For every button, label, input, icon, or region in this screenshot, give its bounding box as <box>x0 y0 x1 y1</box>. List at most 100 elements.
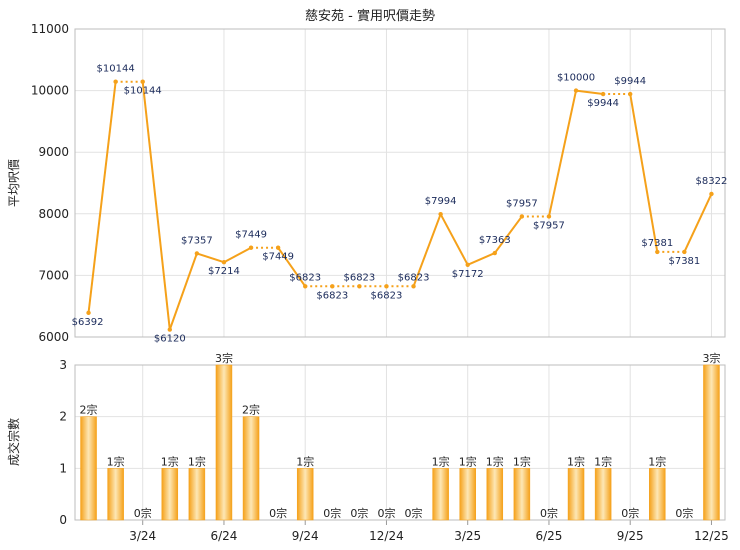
price-point <box>438 211 443 217</box>
price-y-axis-label: 平均呎價 <box>7 159 21 207</box>
price-point <box>221 260 227 265</box>
price-point <box>465 262 470 268</box>
volume-y-tick-label: 2 <box>59 410 67 424</box>
price-point <box>113 79 118 84</box>
price-line-segment <box>412 213 442 287</box>
volume-y-axis-label: 成交宗數 <box>6 418 21 466</box>
volume-bar-label: 0宗 <box>621 506 639 520</box>
volume-bar-label: 1宗 <box>567 454 585 468</box>
price-point <box>573 88 579 93</box>
price-point-label: $7381 <box>641 238 673 249</box>
volume-x-tick-label: 6/24 <box>210 529 237 543</box>
price-line-segment <box>223 246 252 264</box>
volume-bar <box>459 468 476 521</box>
price-line-segment <box>547 90 578 217</box>
price-point-label: $7994 <box>425 196 457 207</box>
volume-bar-label: 1宗 <box>486 454 504 468</box>
volume-y-tick-label: 3 <box>59 358 67 372</box>
price-point-label: $6823 <box>343 272 375 283</box>
price-point-label: $10000 <box>557 73 595 84</box>
volume-bar-label: 0宗 <box>377 506 395 520</box>
price-point-label: $7957 <box>533 220 565 231</box>
price-point <box>682 249 687 255</box>
price-line-segment <box>575 89 604 96</box>
volume-bar-label: 1宗 <box>513 454 531 468</box>
volume-bar <box>594 468 612 521</box>
volume-bar <box>703 364 720 521</box>
price-point-label: $10144 <box>97 64 135 75</box>
price-point-label: $7381 <box>668 256 700 267</box>
volume-bar-label: 0宗 <box>134 506 152 520</box>
price-line-segment <box>467 252 496 266</box>
price-point <box>384 284 389 289</box>
price-line-segment <box>196 252 225 264</box>
volume-bar <box>161 468 179 521</box>
price-point <box>600 91 606 97</box>
price-line-segment <box>439 213 469 266</box>
volume-bar-label: 3宗 <box>215 351 233 365</box>
price-line-segment <box>629 93 659 253</box>
price-point <box>330 284 335 289</box>
volume-bar-label: 1宗 <box>594 454 612 468</box>
price-point <box>167 327 172 332</box>
volume-bar-label: 1宗 <box>432 454 450 468</box>
price-point-label: $7449 <box>235 230 267 241</box>
chart-title: 慈安苑 - 實用呎價走勢 <box>305 8 435 24</box>
price-point-label: $8322 <box>696 176 728 187</box>
price-line-segment <box>141 81 171 330</box>
volume-bar-label: 1宗 <box>161 454 179 468</box>
volume-bar <box>296 468 314 521</box>
volume-bar-label: 0宗 <box>323 506 341 520</box>
volume-bar <box>513 468 531 521</box>
volume-bar <box>567 468 585 521</box>
volume-y-tick-label: 0 <box>59 513 67 527</box>
volume-x-tick-label: 6/25 <box>535 529 562 543</box>
volume-bar-label: 3宗 <box>702 351 720 365</box>
volume-y-tick-label: 1 <box>59 461 67 475</box>
price-point-label: $7172 <box>452 269 484 280</box>
volume-bar-label: 1宗 <box>188 454 206 468</box>
price-point-label: $9944 <box>587 98 619 109</box>
price-line-segment <box>493 215 523 254</box>
volume-bar-label: 2宗 <box>80 403 98 417</box>
volume-bar <box>486 468 504 521</box>
price-y-tick-label: 11000 <box>31 22 69 36</box>
price-point <box>546 214 552 219</box>
price-point-label: $7449 <box>262 252 294 263</box>
price-point-label: $6823 <box>371 290 403 301</box>
price-plot-frame <box>74 28 726 338</box>
volume-bar-label: 0宗 <box>405 506 423 520</box>
volume-bar <box>107 468 124 521</box>
price-line-segment <box>683 193 713 253</box>
price-point <box>655 249 660 255</box>
price-y-tick-label: 6000 <box>38 330 69 344</box>
volume-x-tick-label: 9/25 <box>617 529 644 543</box>
volume-bar <box>188 468 206 521</box>
volume-bar <box>649 468 666 521</box>
price-point <box>303 284 308 289</box>
volume-bar <box>432 468 449 521</box>
price-point <box>492 250 497 256</box>
volume-x-tick-label: 3/25 <box>454 529 481 543</box>
price-point <box>194 251 200 256</box>
price-point-label: $6120 <box>154 334 186 345</box>
volume-bar <box>80 416 97 521</box>
price-point-label: $10144 <box>124 86 162 97</box>
volume-plot-frame <box>74 364 726 521</box>
price-point <box>411 284 416 289</box>
volume-bar-label: 1宗 <box>107 454 125 468</box>
volume-bar-label: 0宗 <box>540 506 558 520</box>
volume-bar-chart: 3/24 6/24 9/24 12/24 3/25 6/25 9/25 12/25 0 1 2 3 2宗… <box>59 351 728 543</box>
volume-bar-label: 2宗 <box>242 403 260 417</box>
price-y-tick-label: 10000 <box>31 84 69 98</box>
price-point <box>357 284 362 289</box>
price-point-label: $6823 <box>398 272 430 283</box>
volume-x-tick-label: 3/24 <box>129 529 156 543</box>
price-y-tick-label: 9000 <box>38 145 69 159</box>
volume-bar-label: 1宗 <box>296 454 314 468</box>
price-point-label: $7957 <box>506 198 538 209</box>
volume-bar <box>242 416 260 521</box>
price-y-tick-label: 8000 <box>38 207 69 221</box>
